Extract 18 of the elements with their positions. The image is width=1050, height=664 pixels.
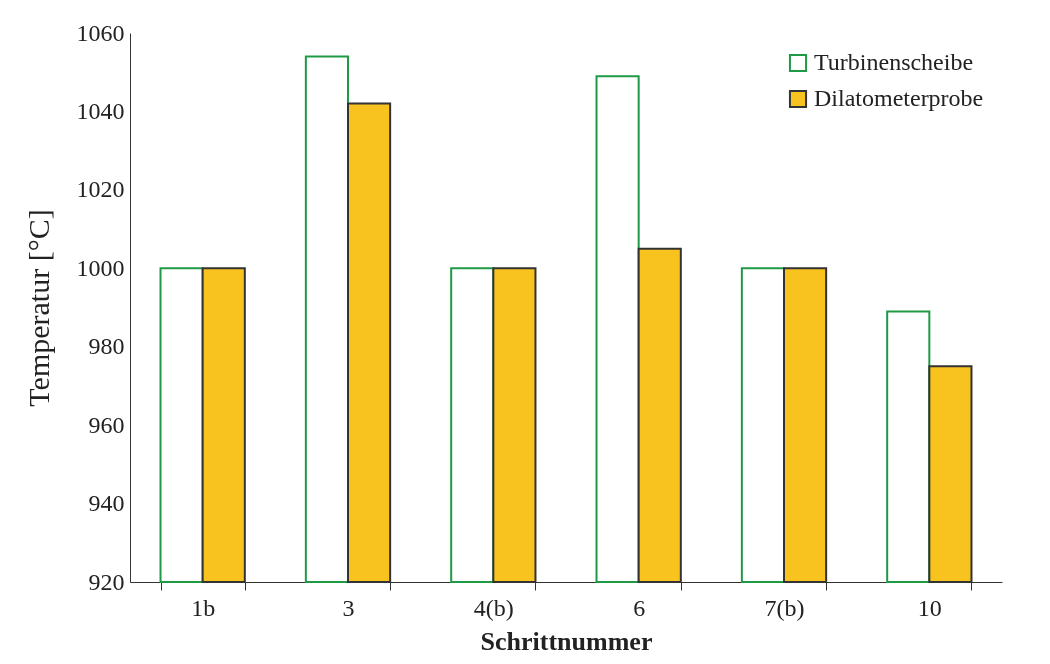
x-tick-label: 6 (633, 594, 646, 621)
x-tick-label: 3 (342, 594, 355, 621)
y-tick-label: 1040 (76, 97, 125, 124)
y-tick-label: 920 (88, 568, 125, 595)
legend-label: Turbinenscheibe (814, 49, 974, 75)
y-tick-label: 940 (88, 490, 125, 517)
y-tick-label: 980 (88, 333, 125, 360)
y-axis-title: Temperatur [°C] (21, 209, 55, 407)
y-tick-label: 960 (88, 411, 125, 438)
legend-label: Dilatometerprobe (814, 85, 984, 111)
x-tick-label: 1b (191, 594, 216, 621)
x-tick-label: 4(b) (473, 594, 514, 621)
y-tick-label: 1000 (76, 254, 125, 281)
x-tick-label: 10 (917, 594, 942, 621)
x-tick-label: 7(b) (764, 594, 805, 621)
y-tick-label: 1060 (76, 19, 125, 46)
y-tick-label: 1020 (76, 176, 125, 203)
x-axis-title: Schrittnummer (480, 626, 653, 656)
